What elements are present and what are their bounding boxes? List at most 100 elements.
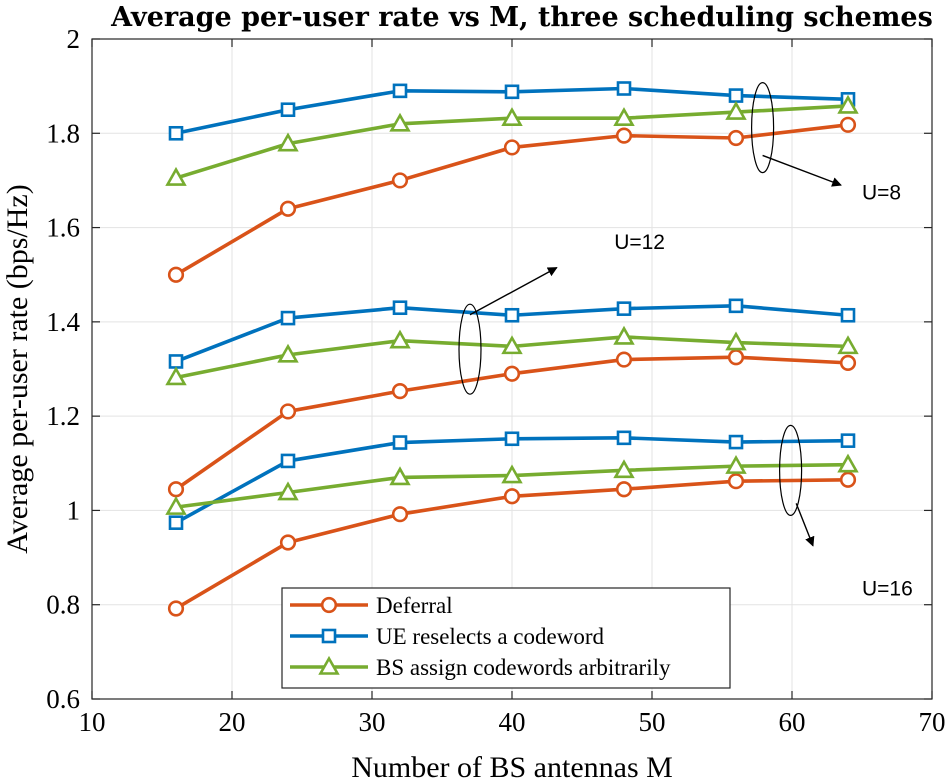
- series-deferral-u8: [167, 116, 857, 283]
- annotation-u12: U=12: [458, 231, 665, 395]
- x-tick-label: 20: [219, 707, 246, 737]
- legend-item-deferral: Deferral: [290, 593, 453, 618]
- data-point: [389, 112, 411, 132]
- data-point: [616, 81, 632, 96]
- x-tick-label: 30: [359, 707, 386, 737]
- data-point: [616, 301, 632, 316]
- legend-label: Deferral: [376, 593, 453, 618]
- x-tick-label: 10: [79, 707, 106, 737]
- y-tick-label: 1.4: [46, 307, 80, 337]
- data-point: [503, 139, 521, 156]
- data-point: [167, 600, 185, 617]
- legend-marker: [320, 596, 338, 614]
- data-point: [165, 366, 187, 386]
- data-point: [837, 453, 859, 473]
- x-tick-label: 40: [499, 707, 526, 737]
- data-point: [168, 354, 184, 369]
- data-point: [839, 354, 857, 371]
- data-point: [392, 435, 408, 450]
- data-point: [616, 430, 632, 446]
- y-tick-label: 2: [67, 24, 81, 54]
- data-point: [727, 129, 745, 147]
- legend-item-bs-assign-codewords-arbitrarily: BS assign codewords arbitrarily: [290, 655, 671, 680]
- series-bs-assign-codewords-arbitrarily-u12: [165, 325, 859, 386]
- data-point: [389, 329, 411, 349]
- data-point: [165, 166, 187, 186]
- group-ellipse: [750, 82, 775, 174]
- annotation-arrow: [795, 503, 815, 547]
- y-axis-label: Average per-user rate (bps/Hz): [1, 184, 34, 553]
- series-deferral-u16: [167, 471, 857, 617]
- data-point: [167, 266, 185, 283]
- legend-marker: [318, 655, 340, 675]
- annotation-arrow: [469, 267, 558, 316]
- data-point: [613, 459, 635, 479]
- data-point: [504, 84, 520, 100]
- data-point: [391, 383, 409, 400]
- x-axis-label: Number of BS antennas M: [351, 751, 673, 784]
- data-point: [615, 127, 633, 144]
- axis-ticks: 10 20 30 40 50 60 70 0.6 0.8 1 1.2 1.4 1.6 1.8 2: [46, 24, 945, 737]
- data-point: [504, 431, 520, 447]
- series-ue-reselects-a-codeword-u8: [168, 81, 856, 141]
- data-point: [504, 307, 520, 323]
- x-tick-label: 70: [919, 707, 946, 737]
- legend-label: UE reselects a codeword: [376, 624, 604, 649]
- data-point: [727, 473, 745, 490]
- y-tick-label: 1.2: [46, 401, 80, 431]
- data-point: [167, 481, 185, 498]
- series-layer: [165, 81, 859, 617]
- data-point: [613, 325, 635, 345]
- data-point: [725, 331, 747, 351]
- annotation-u8: U=8: [750, 82, 901, 204]
- data-point: [279, 200, 297, 217]
- data-point: [279, 534, 297, 551]
- data-point: [168, 125, 184, 141]
- data-point: [837, 335, 859, 355]
- data-point: [280, 453, 296, 469]
- data-point: [392, 300, 408, 316]
- data-point: [277, 343, 299, 363]
- x-tick-label: 60: [779, 707, 806, 737]
- annotation-label: U=12: [614, 231, 665, 254]
- y-tick-label: 1.8: [46, 118, 80, 148]
- annotation-label: U=16: [862, 577, 913, 600]
- data-point: [391, 172, 409, 189]
- data-point: [615, 481, 633, 498]
- data-point: [280, 310, 296, 326]
- data-point: [839, 471, 857, 488]
- annotation-arrow: [762, 154, 842, 187]
- data-point: [501, 335, 523, 355]
- data-point: [392, 83, 408, 99]
- data-point: [503, 488, 521, 505]
- legend-label: BS assign codewords arbitrarily: [376, 655, 671, 680]
- data-point: [728, 434, 744, 450]
- legend-marker: [321, 628, 337, 644]
- data-point: [615, 351, 633, 368]
- data-point: [277, 132, 299, 152]
- annotations: U=8 U=12 U=16: [458, 82, 913, 600]
- data-point: [727, 349, 745, 366]
- y-tick-label: 1: [67, 495, 81, 525]
- y-tick-label: 1.6: [46, 213, 80, 243]
- annotation-label: U=8: [862, 181, 901, 204]
- data-point: [840, 307, 856, 323]
- data-point: [503, 365, 521, 382]
- legend: Deferral UE reselects a codeword BS assign…: [281, 587, 731, 689]
- y-tick-label: 0.6: [46, 684, 80, 714]
- data-point: [168, 515, 184, 530]
- data-point: [277, 481, 299, 501]
- y-tick-label: 0.8: [46, 590, 80, 620]
- data-point: [391, 506, 409, 523]
- data-point: [165, 495, 187, 515]
- data-point: [837, 94, 859, 114]
- data-point: [839, 116, 857, 133]
- data-point: [728, 298, 744, 314]
- chart-title: Average per-user rate vs M, three schedu…: [110, 2, 933, 33]
- data-point: [389, 466, 411, 486]
- data-point: [728, 88, 744, 103]
- group-ellipse: [778, 424, 803, 516]
- legend-item-ue-reselects-a-codeword: UE reselects a codeword: [290, 624, 604, 649]
- data-point: [725, 100, 747, 120]
